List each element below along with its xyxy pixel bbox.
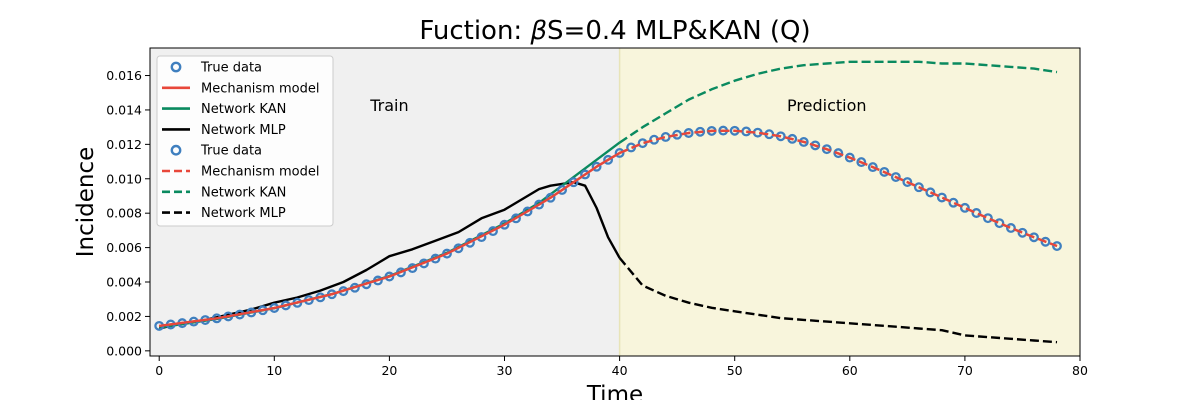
true-data-point bbox=[568, 177, 579, 188]
true-data-point bbox=[499, 219, 510, 230]
y-axis-title: Incidence bbox=[73, 147, 99, 258]
true-data-point bbox=[1040, 236, 1051, 247]
plot-frame bbox=[149, 47, 1081, 357]
legend-box bbox=[156, 55, 334, 227]
legend-item-mechanism-model-label: Mechanism model bbox=[201, 81, 319, 96]
series-network-mlp-dashed bbox=[618, 257, 1058, 344]
series-overlay-mechanism-model-solid bbox=[159, 152, 621, 327]
true-data-point bbox=[511, 213, 521, 224]
region-label-prediction: Prediction bbox=[787, 96, 866, 115]
true-data-point bbox=[534, 199, 544, 210]
legend: True data Mechanism model Network KAN Netwo… bbox=[156, 55, 334, 227]
x-tick-label: 70 bbox=[957, 363, 973, 378]
x-axis-title: Time bbox=[586, 382, 643, 400]
x-tick-label: 0 bbox=[155, 363, 163, 378]
true-data-point bbox=[442, 248, 452, 259]
true-data-point bbox=[453, 243, 464, 254]
true-data-point bbox=[557, 185, 568, 195]
series-network-kan-dashed bbox=[618, 60, 1058, 144]
true-data-point bbox=[913, 182, 924, 193]
region-label-train: Train bbox=[369, 96, 408, 115]
true-data-point bbox=[614, 148, 625, 158]
y-tick-label: 0.016 bbox=[106, 68, 142, 83]
true-data-point bbox=[971, 208, 982, 218]
y-tick-label: 0.008 bbox=[106, 206, 142, 221]
y-tick-label: 0.010 bbox=[106, 171, 142, 186]
legend-item-true-data-label: True data bbox=[200, 144, 262, 159]
true-data-point bbox=[522, 206, 533, 217]
true-data-point bbox=[959, 202, 970, 213]
legend-item-true-data-marker bbox=[170, 61, 182, 73]
true-data-point bbox=[545, 192, 556, 203]
legend-item-mechanism-model-label: Mechanism model bbox=[201, 165, 319, 180]
x-axis-ticks: 0 10 20 30 40 50 60 70 80 bbox=[155, 356, 1088, 378]
true-data-point bbox=[591, 161, 602, 172]
y-tick-label: 0.012 bbox=[106, 137, 142, 152]
legend-item-network-kan-label: Network KAN bbox=[201, 102, 286, 117]
y-tick-label: 0.006 bbox=[106, 240, 142, 255]
true-data-point bbox=[1005, 223, 1016, 233]
legend-item-true-data-marker bbox=[170, 144, 182, 156]
legend-item-network-kan-label: Network KAN bbox=[201, 185, 286, 200]
y-axis-ticks: 0.000 0.002 0.004 0.006 0.008 0.010 0.012 0.014… bbox=[106, 68, 150, 358]
y-tick-label: 0.014 bbox=[106, 102, 142, 117]
true-data-point bbox=[488, 226, 498, 237]
legend-item-network-mlp-label: Network MLP bbox=[201, 206, 286, 221]
true-data-markers bbox=[154, 125, 1062, 331]
x-tick-label: 30 bbox=[497, 363, 513, 378]
true-data-point bbox=[890, 172, 901, 183]
true-data-point bbox=[1017, 227, 1028, 238]
true-data-point bbox=[384, 271, 395, 282]
true-data-point bbox=[982, 213, 993, 224]
true-data-point bbox=[948, 197, 959, 208]
y-tick-label: 0.004 bbox=[106, 275, 142, 290]
true-data-point bbox=[1029, 232, 1039, 243]
x-tick-label: 40 bbox=[612, 363, 628, 378]
region-prediction bbox=[619, 48, 1080, 356]
true-data-point bbox=[867, 162, 878, 173]
true-data-point bbox=[1052, 241, 1062, 251]
true-data-point bbox=[902, 177, 913, 187]
true-data-point bbox=[821, 144, 832, 155]
y-tick-label: 0.000 bbox=[106, 343, 142, 358]
true-data-point bbox=[844, 152, 855, 163]
true-data-point bbox=[603, 154, 614, 165]
x-tick-label: 20 bbox=[381, 363, 397, 378]
series-overlay-mechanism-model-dashed bbox=[619, 129, 1058, 248]
x-tick-label: 60 bbox=[842, 363, 858, 378]
region-labels: Train Prediction bbox=[369, 96, 866, 115]
legend-item-true-data-label: True data bbox=[200, 61, 262, 76]
true-data-point bbox=[936, 192, 947, 203]
x-tick-label: 80 bbox=[1072, 363, 1088, 378]
true-data-point bbox=[925, 187, 936, 198]
chart-title: Fuction: βS=0.4 MLP&KAN (Q) bbox=[419, 16, 810, 46]
true-data-point bbox=[856, 157, 867, 168]
true-data-point bbox=[994, 218, 1005, 229]
x-tick-label: 50 bbox=[727, 363, 743, 378]
y-tick-label: 0.002 bbox=[106, 309, 142, 324]
legend-item-network-mlp-label: Network MLP bbox=[201, 123, 286, 138]
true-data-point bbox=[879, 166, 890, 177]
x-tick-label: 10 bbox=[266, 363, 282, 378]
true-data-point bbox=[580, 169, 591, 180]
